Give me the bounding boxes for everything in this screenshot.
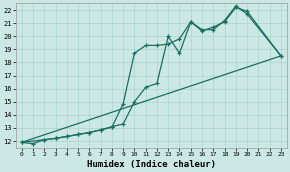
X-axis label: Humidex (Indice chaleur): Humidex (Indice chaleur) [87, 159, 216, 169]
